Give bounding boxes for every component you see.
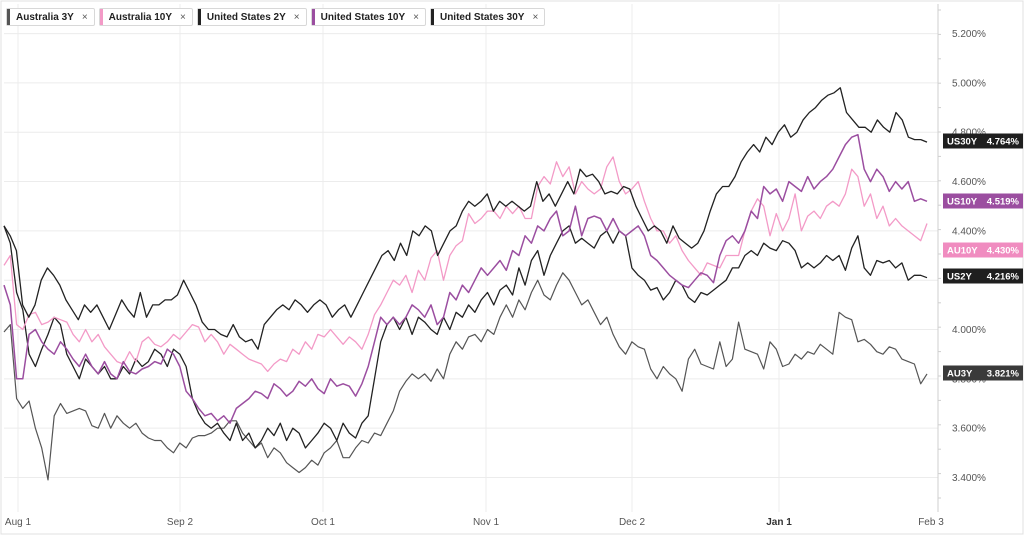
legend-chip-australia-10y[interactable]: Australia 10Y × <box>98 8 193 26</box>
series-line-au3y <box>3 272 928 481</box>
y-tick-label: 4.600% <box>952 177 986 188</box>
x-tick-label: Feb 3 <box>918 517 944 528</box>
x-tick-label: Oct 1 <box>311 517 335 528</box>
close-icon[interactable]: × <box>81 11 88 23</box>
y-tick-label: 4.800% <box>952 128 986 139</box>
close-icon[interactable]: × <box>180 11 186 23</box>
last-value-label: 3.821% <box>987 369 1020 380</box>
y-tick-label: 3.600% <box>952 424 986 435</box>
last-value-series-tag: US30Y <box>947 137 978 148</box>
chart-legend: Australia 3Y × Australia 10Y × United St… <box>6 8 546 26</box>
x-tick-label: Sep 2 <box>167 517 194 528</box>
last-value-tag-au10y <box>943 242 1023 258</box>
legend-swatch <box>7 9 10 25</box>
legend-chip-united-states-2y[interactable]: United States 2Y × <box>196 8 307 26</box>
y-tick-label: 5.200% <box>952 29 986 40</box>
series-line-us2y <box>3 225 928 449</box>
legend-chip-united-states-10y[interactable]: United States 10Y × <box>310 8 426 26</box>
close-icon[interactable]: × <box>293 11 300 23</box>
y-tick-label: 4.000% <box>952 325 986 336</box>
last-value-tag-us10y <box>943 193 1023 209</box>
y-tick-label: 4.400% <box>952 226 986 237</box>
y-tick-label: 3.400% <box>952 473 986 484</box>
last-value-label: 4.764% <box>987 137 1020 148</box>
series-line-au10y <box>3 156 928 373</box>
series-line-us30y <box>3 87 928 350</box>
legend-chip-australia-3y[interactable]: Australia 3Y × <box>6 8 95 26</box>
last-value-tag-au3y <box>943 365 1023 381</box>
series-line-us10y <box>3 133 928 424</box>
last-value-series-tag: US2Y <box>947 272 972 283</box>
legend-label: United States 30Y <box>439 11 525 23</box>
legend-swatch <box>311 9 315 25</box>
legend-swatch <box>197 9 201 25</box>
last-value-label: 4.430% <box>987 246 1020 257</box>
close-icon[interactable]: × <box>532 11 539 23</box>
last-value-tag-us30y <box>943 133 1023 149</box>
last-value-series-tag: US10Y <box>947 197 978 208</box>
y-tick-label: 5.000% <box>952 78 986 89</box>
x-tick-label: Nov 1 <box>473 517 500 528</box>
last-value-label: 4.519% <box>987 197 1020 208</box>
legend-label: United States 10Y <box>320 11 406 23</box>
close-icon[interactable]: × <box>413 11 419 23</box>
legend-label: United States 2Y <box>206 11 286 23</box>
legend-swatch <box>99 9 103 25</box>
last-value-series-tag: AU3Y <box>947 369 973 380</box>
x-tick-label: Dec 2 <box>619 517 646 528</box>
last-value-label: 4.216% <box>987 272 1020 283</box>
legend-label: Australia 10Y <box>108 11 173 23</box>
x-tick-label: Aug 1 <box>5 517 32 528</box>
last-value-series-tag: AU10Y <box>947 246 978 257</box>
last-value-tag-us2y <box>943 268 1023 284</box>
legend-label: Australia 3Y <box>16 11 74 23</box>
x-tick-label: Jan 1 <box>766 517 792 528</box>
legend-swatch <box>430 9 434 25</box>
legend-chip-united-states-30y[interactable]: United States 30Y × <box>429 8 546 26</box>
